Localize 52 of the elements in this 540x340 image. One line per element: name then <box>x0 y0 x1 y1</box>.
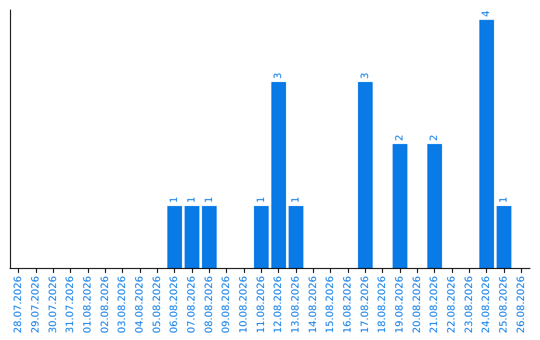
x-tick-label: 20.08.2026 <box>412 276 423 334</box>
x-tick-label: 25.08.2026 <box>498 276 510 334</box>
bar <box>479 20 494 268</box>
bar <box>184 206 200 268</box>
x-tick-label: 04.08.2026 <box>134 276 146 334</box>
x-tick-label: 15.08.2026 <box>325 276 336 334</box>
x-tick-label: 08.08.2026 <box>204 276 215 334</box>
data-label: 1 <box>169 196 180 203</box>
data-label: 3 <box>360 72 371 79</box>
x-tick-label: 21.08.2026 <box>429 276 440 334</box>
data-label: 1 <box>204 196 215 203</box>
data-label: 2 <box>429 134 440 141</box>
data-label: 1 <box>186 196 198 203</box>
x-tick-label: 02.08.2026 <box>100 276 111 334</box>
x-tick-label: 05.08.2026 <box>152 276 163 334</box>
x-tick-label: 07.08.2026 <box>186 276 198 334</box>
x-tick-label: 18.08.2026 <box>377 276 388 334</box>
bar <box>254 206 269 268</box>
x-tick-label: 29.07.2026 <box>30 276 42 334</box>
x-tick-label: 13.08.2026 <box>290 276 302 334</box>
x-tick-label: 10.08.2026 <box>238 276 250 334</box>
x-tick-label: 03.08.2026 <box>117 276 128 334</box>
x-tick-label: 14.08.2026 <box>308 276 319 334</box>
bar <box>202 206 217 268</box>
bar <box>427 144 442 268</box>
x-tick-label: 24.08.2026 <box>481 276 492 334</box>
bar <box>358 82 373 268</box>
x-tick-label: 23.08.2026 <box>464 276 475 334</box>
data-label: 1 <box>498 196 510 203</box>
x-tick-label: 11.08.2026 <box>256 276 267 334</box>
x-tick-label: 22.08.2026 <box>446 276 458 334</box>
x-tick-label: 16.08.2026 <box>342 276 354 334</box>
x-tick-label: 30.07.2026 <box>48 276 59 334</box>
data-label: 1 <box>290 196 302 203</box>
data-label: 4 <box>481 10 492 17</box>
x-tick-label: 01.08.2026 <box>82 276 94 334</box>
x-tick-label: 31.07.2026 <box>65 276 76 334</box>
bar <box>496 206 512 268</box>
x-tick-label: 09.08.2026 <box>221 276 232 334</box>
bar <box>271 82 286 268</box>
x-tick-label: 12.08.2026 <box>273 276 284 334</box>
bar <box>167 206 182 268</box>
data-label: 1 <box>256 196 267 203</box>
data-label: 3 <box>273 72 284 79</box>
x-tick-label: 06.08.2026 <box>169 276 180 334</box>
bar <box>288 206 304 268</box>
data-label: 2 <box>394 134 406 141</box>
x-tick-label: 17.08.2026 <box>360 276 371 334</box>
x-tick-label: 26.08.2026 <box>516 276 527 334</box>
x-tick-label: 19.08.2026 <box>394 276 406 334</box>
bar <box>392 144 408 268</box>
x-tick-label: 28.07.2026 <box>13 276 24 334</box>
